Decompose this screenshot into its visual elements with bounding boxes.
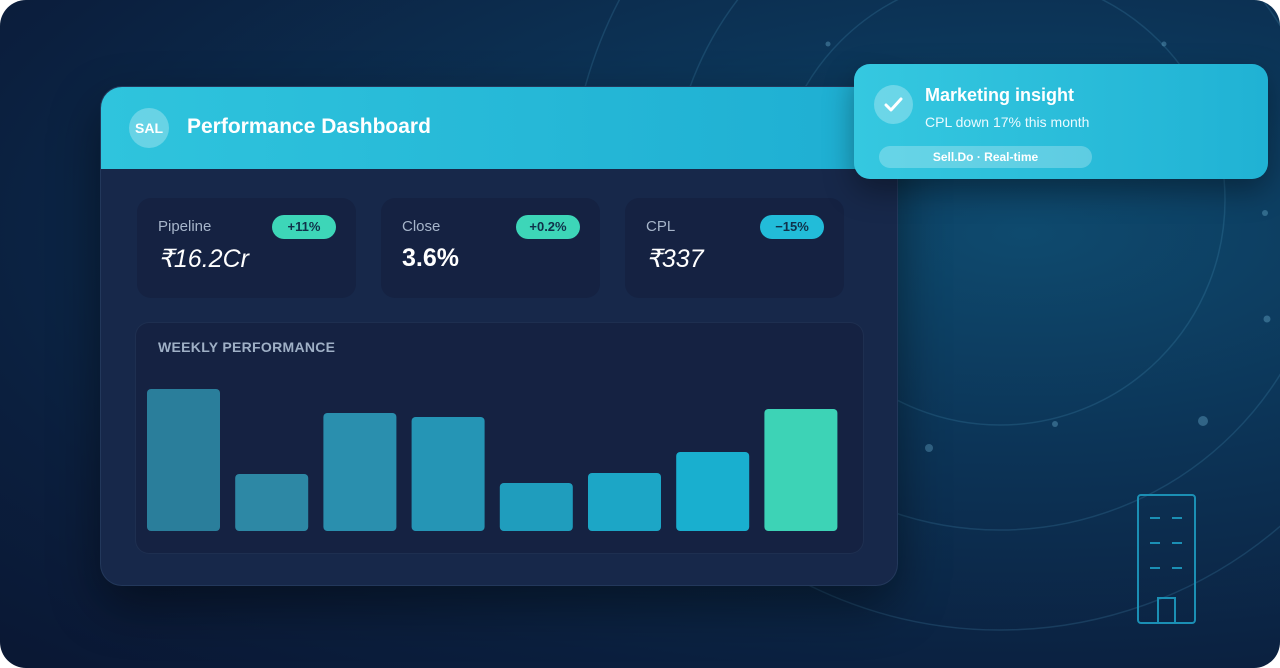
- bar: [764, 409, 838, 531]
- kpi-label: Close: [402, 218, 441, 235]
- kpi-label: Pipeline: [158, 218, 212, 235]
- bar: [499, 483, 573, 531]
- card-header: SAL Performance Dashboard: [101, 87, 897, 169]
- dashboard-title: Performance Dashboard: [187, 115, 431, 138]
- bar: [323, 413, 397, 531]
- chart-panel: WEEKLY PERFORMANCE: [135, 322, 864, 554]
- kpi-badge: +0.2%: [516, 215, 580, 239]
- dashboard-card: SAL Performance Dashboard Pipeline ₹16.2C…: [100, 86, 898, 586]
- kpi-value: ₹337: [646, 245, 704, 273]
- bar: [411, 417, 485, 531]
- kpi-value: ₹16.2Cr: [158, 245, 249, 273]
- check-icon: [874, 85, 913, 124]
- chart-title: WEEKLY PERFORMANCE: [158, 339, 336, 355]
- toast-tag: Sell.Do · Real-time: [879, 146, 1092, 168]
- kpi-value: 3.6%: [402, 244, 459, 272]
- toast-text: CPL down 17% this month: [925, 114, 1090, 130]
- kpi-card: CPL ₹337 −15%: [625, 198, 844, 298]
- avatar: SAL: [129, 108, 169, 148]
- bar: [235, 474, 309, 531]
- bar: [676, 452, 750, 531]
- kpi-badge: −15%: [760, 215, 824, 239]
- kpi-card: Close 3.6% +0.2%: [381, 198, 600, 298]
- kpi-card: Pipeline ₹16.2Cr +11%: [137, 198, 356, 298]
- kpi-badge: +11%: [272, 215, 336, 239]
- bar: [147, 389, 220, 531]
- notification[interactable]: Marketing insight CPL down 17% this mont…: [854, 64, 1268, 179]
- toast-title: Marketing insight: [925, 85, 1075, 105]
- check-mark: [884, 97, 903, 112]
- kpi-label: CPL: [646, 218, 676, 235]
- bar: [588, 473, 661, 531]
- bar-chart: [147, 389, 838, 531]
